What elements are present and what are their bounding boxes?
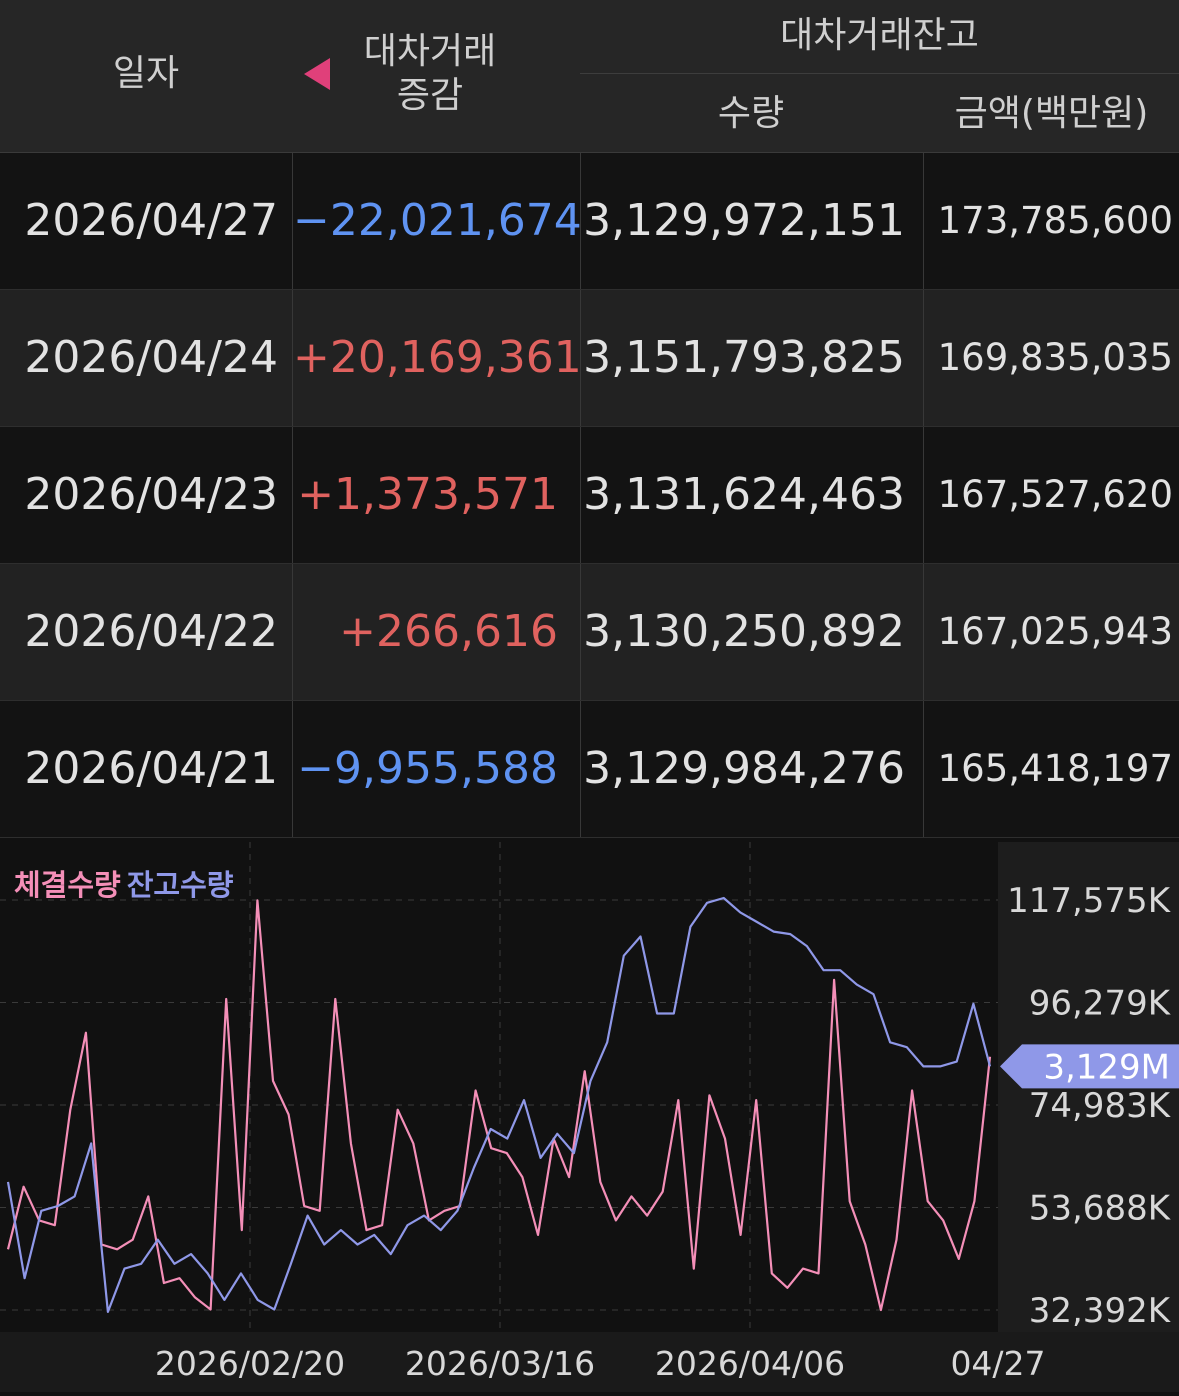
x-axis-panel [0,1332,1179,1392]
header-diff-line2: 증감 [396,75,464,116]
table-row[interactable]: 2026/04/21 −9,955,588 3,129,984,276 165,… [0,701,1179,838]
y-tick-label: 117,575K [1007,881,1172,921]
header-qty: 수량 [717,93,785,134]
cell-qty: 3,131,624,463 [580,427,923,563]
chart-legend: 체결수량 잔고수량 [14,862,233,904]
cell-diff: +1,373,571 [292,427,580,563]
x-tick-label: 2026/02/20 [155,1344,345,1383]
cell-amount: 173,785,600 [923,153,1179,289]
x-tick-label: 2026/03/16 [405,1344,595,1383]
header-divider [580,73,1179,74]
volume-chart[interactable]: 117,575K 96,279K 74,983K 53,688K 32,392K 2026… [0,842,1179,1392]
cell-qty: 3,151,793,825 [580,290,923,426]
cell-date: 2026/04/21 [24,743,278,794]
cell-amount: 167,527,620 [923,427,1179,563]
y-tick-label: 96,279K [1029,984,1172,1024]
current-value-label: 3,129M [1043,1047,1170,1087]
y-tick-label: 53,688K [1029,1189,1172,1229]
current-value-badge [1000,1044,1179,1089]
cell-amount: 167,025,943 [923,564,1179,700]
legend-balance: 잔고수량 [126,868,234,902]
cell-amount: 165,418,197 [923,701,1179,837]
cell-qty: 3,130,250,892 [580,564,923,700]
x-tick-label: 2026/04/06 [655,1344,845,1383]
y-tick-label: 74,983K [1029,1086,1172,1126]
header-balance: 대차거래잔고 [780,15,979,56]
cell-date: 2026/04/24 [24,332,278,383]
header-date: 일자 [112,53,180,94]
cell-date: 2026/04/22 [24,606,278,657]
sort-arrow-icon[interactable] [304,58,330,90]
table-row[interactable]: 2026/04/23 +1,373,571 3,131,624,463 167,… [0,427,1179,564]
cell-date: 2026/04/27 [24,195,278,246]
cell-diff: −22,021,674 [292,153,582,289]
series-line-executed [6,899,992,1312]
legend-executed: 체결수량 [14,868,121,902]
plot-area [0,842,998,1332]
lending-table: 2026/04/27 −22,021,674 3,129,972,151 173… [0,153,1179,838]
header-amount: 금액(백만원) [954,93,1149,134]
cell-date: 2026/04/23 [24,469,278,520]
chart-canvas[interactable]: 117,575K 96,279K 74,983K 53,688K 32,392K 2026… [0,842,1179,1392]
cell-amount: 169,835,035 [923,290,1179,426]
header-diff[interactable]: 대차거래 증감 [350,30,510,118]
x-tick-label: 04/27 [950,1344,1045,1383]
y-tick-label: 32,392K [1029,1291,1172,1331]
series-line-balance [6,896,992,1313]
header-diff-line1: 대차거래 [363,31,497,72]
table-header: 일자 대차거래 증감 대차거래잔고 수량 금액(백만원) [0,0,1179,153]
table-row[interactable]: 2026/04/24 +20,169,361 3,151,793,825 169… [0,290,1179,427]
cell-qty: 3,129,984,276 [580,701,923,837]
cell-diff: +266,616 [292,564,580,700]
table-row[interactable]: 2026/04/22 +266,616 3,130,250,892 167,02… [0,564,1179,701]
table-row[interactable]: 2026/04/27 −22,021,674 3,129,972,151 173… [0,153,1179,290]
cell-diff: +20,169,361 [292,290,582,426]
cell-qty: 3,129,972,151 [580,153,923,289]
cell-diff: −9,955,588 [292,701,580,837]
